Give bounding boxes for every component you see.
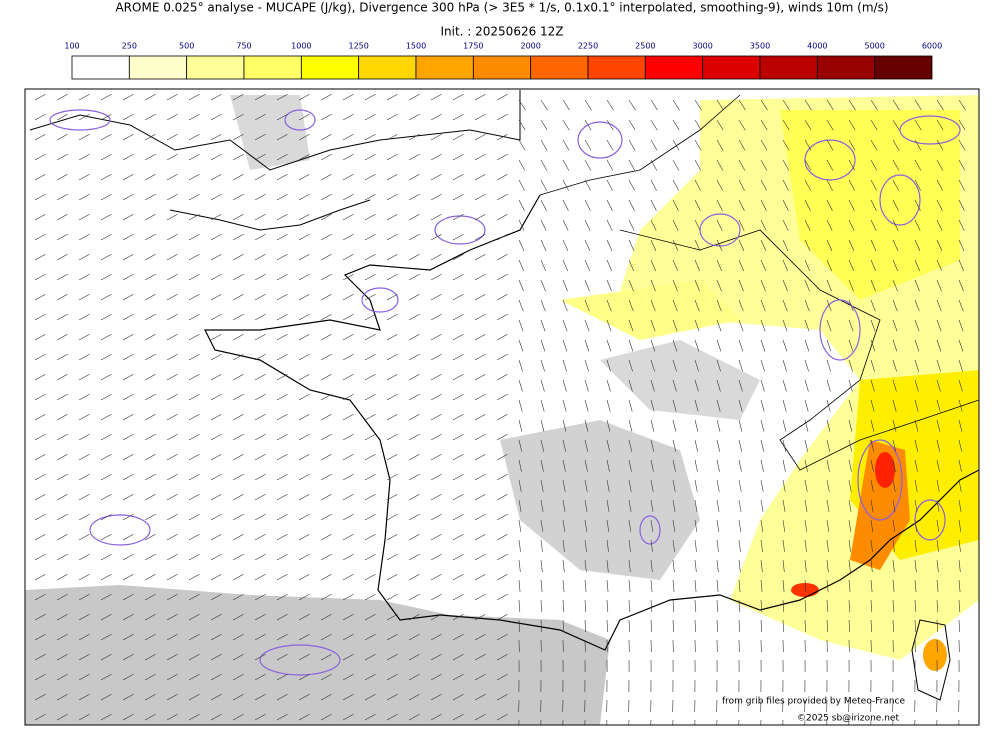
title: AROME 0.025° analyse - MUCAPE (J/kg), Di…: [115, 1, 888, 15]
colorbar-swatch: [531, 56, 588, 79]
colorbar-tick-label: 100: [64, 42, 79, 51]
colorbar-tick-label: 1250: [348, 42, 368, 51]
colorbar-tick-label: 2000: [520, 42, 540, 51]
cape-area: [923, 639, 947, 671]
colorbar-swatch: [817, 56, 874, 79]
colorbar-tick-label: 2500: [635, 42, 655, 51]
colorbar-tick-label: 3000: [692, 42, 712, 51]
colorbar-tick-label: 1000: [291, 42, 311, 51]
colorbar-swatch: [703, 56, 760, 79]
colorbar-swatch: [72, 56, 129, 79]
colorbar-tick-label: 500: [179, 42, 194, 51]
colorbar-tick-label: 4000: [807, 42, 827, 51]
colorbar-swatch: [416, 56, 473, 79]
cape-area: [875, 452, 895, 488]
colorbar-tick-label: 5000: [864, 42, 884, 51]
colorbar-tick-label: 1750: [463, 42, 483, 51]
colorbar-swatch: [645, 56, 702, 79]
colorbar-tick-label: 750: [236, 42, 251, 51]
colorbar-swatch: [473, 56, 530, 79]
colorbar-swatch: [129, 56, 186, 79]
colorbar-tick-label: 6000: [922, 42, 942, 51]
credit: ©2025 sb@irizone.net: [797, 714, 899, 724]
colorbar-swatch: [760, 56, 817, 79]
colorbar-swatch: [359, 56, 416, 79]
colorbar: 100 250 500 750 1000 1250 1500 1750 2000 2250 2500…: [64, 42, 942, 80]
init-time: Init. : 20250626 12Z: [440, 25, 563, 39]
colorbar-swatch: [301, 56, 358, 79]
colorbar-swatch: [588, 56, 645, 79]
colorbar-tick-label: 1500: [406, 42, 426, 51]
colorbar-tick-label: 2250: [578, 42, 598, 51]
colorbar-tick-label: 250: [122, 42, 137, 51]
colorbar-swatch: [244, 56, 301, 79]
colorbar-tick-label: 3500: [750, 42, 770, 51]
credit: from grib files provided by Meteo-France: [722, 697, 905, 707]
colorbar-swatch: [875, 56, 932, 79]
colorbar-swatch: [187, 56, 244, 79]
map: [25, 89, 979, 732]
cape-area: [791, 583, 819, 597]
